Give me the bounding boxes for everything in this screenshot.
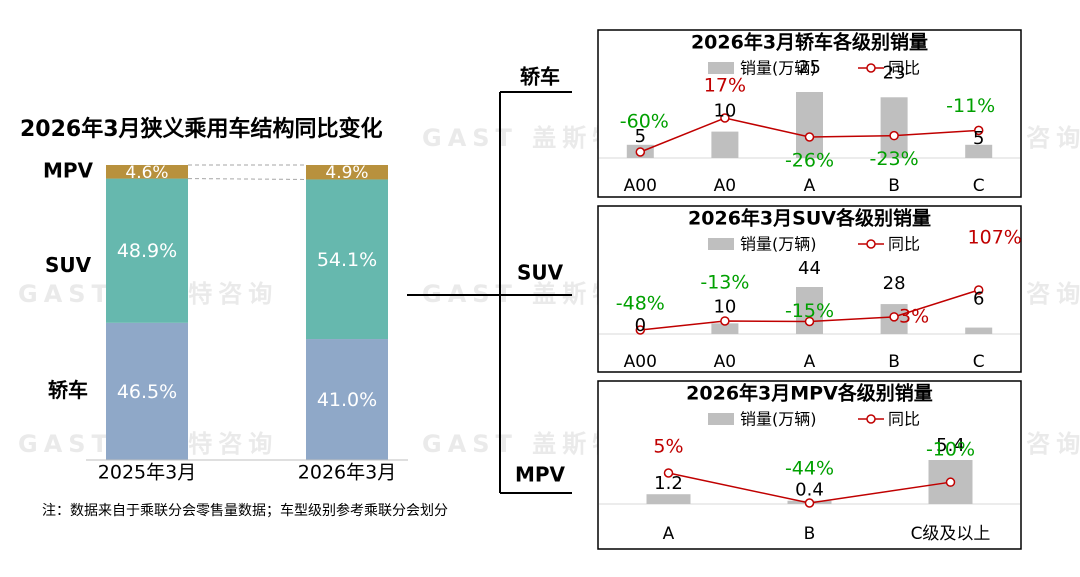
yoy-marker: [945, 477, 956, 487]
legend-line-label: 同比: [888, 59, 920, 78]
yoy-marker: [720, 316, 730, 326]
structure-axis-label: 2026年3月: [298, 462, 396, 484]
structure-series-label-sedan: 轿车: [48, 378, 88, 402]
structure-connector: [187, 178, 307, 180]
bracket-label-mpv: MPV: [515, 463, 566, 487]
segment-axis-label: A00: [624, 176, 657, 196]
legend-bar-swatch: [708, 62, 734, 74]
segment-value-label: 25: [798, 57, 821, 78]
structure-bar-suv: [106, 178, 188, 323]
yoy-label: -13%: [700, 271, 749, 293]
yoy-marker: [973, 125, 984, 136]
segment-value-label: 0: [635, 315, 646, 336]
structure-label-sedan: 46.5%: [117, 381, 177, 403]
yoy-label: -10%: [926, 439, 975, 461]
segment-bar: [965, 144, 993, 158]
segment-value-label: 6: [973, 289, 984, 310]
yoy-marker: [889, 130, 899, 141]
legend-line-label: 同比: [888, 410, 920, 429]
legend-bar-label: 销量(万辆): [740, 235, 817, 254]
yoy-marker: [635, 147, 646, 157]
structure-bar-mpv: [306, 165, 388, 180]
legend-bar-swatch: [708, 238, 734, 250]
segment-value-label: 44: [798, 258, 821, 279]
segment-chart-title: 2026年3月SUV各级别销量: [688, 207, 931, 230]
segment-axis-label: C: [973, 352, 985, 372]
footnote: 注：数据来自于乘联分会零售量数据；车型级别参考乘联分会划分: [42, 502, 448, 519]
yoy-label: -44%: [785, 458, 834, 480]
yoy-label: -15%: [785, 300, 834, 322]
segment-value-label: 10: [713, 296, 736, 317]
structure-label-mpv: 4.9%: [325, 163, 368, 183]
yoy-label: 5%: [653, 436, 683, 458]
structure-label-mpv: 4.6%: [125, 163, 168, 183]
legend-bar-swatch: [708, 413, 734, 425]
segment-value-label: 0.4: [795, 480, 824, 501]
structure-chart-title: 2026年3月狭义乘用车结构同比变化: [20, 116, 383, 142]
segment-axis-label: A: [804, 176, 816, 196]
yoy-marker: [720, 113, 730, 123]
structure-label-suv: 54.1%: [317, 249, 377, 271]
yoy-marker: [973, 285, 984, 295]
legend-bar-label: 销量(万辆): [740, 59, 817, 78]
yoy-marker: [804, 498, 815, 508]
segment-bar: [880, 97, 908, 158]
legend-bar-label: 销量(万辆): [740, 410, 817, 429]
segment-axis-label: C: [973, 176, 985, 196]
yoy-label: 107%: [968, 227, 1022, 249]
yoy-marker: [635, 325, 646, 335]
segment-bar: [711, 131, 739, 158]
structure-bar-mpv: [106, 165, 188, 179]
segment-axis-label: A0: [714, 352, 736, 372]
segment-bar: [965, 327, 993, 334]
segment-value-label: 10: [713, 101, 736, 122]
segment-chart-title: 2026年3月MPV各级别销量: [686, 382, 933, 405]
segment-chart-title: 2026年3月轿车各级别销量: [691, 31, 928, 54]
segment-axis-label: C级及以上: [911, 524, 991, 544]
segment-value-label: 28: [883, 273, 906, 294]
yoy-marker: [804, 316, 815, 327]
segment-axis-label: A: [663, 524, 675, 544]
yoy-label: -11%: [946, 95, 995, 117]
structure-bar-suv: [306, 179, 388, 340]
segment-axis-label: A00: [624, 352, 657, 372]
segment-bar: [711, 323, 739, 334]
yoy-label: 17%: [704, 75, 746, 97]
segment-value-label: 5.4: [936, 435, 965, 456]
segment-axis-label: B: [888, 352, 900, 372]
legend-line-marker: [866, 63, 876, 73]
bracket-label-sedan: 轿车: [520, 65, 560, 89]
segment-bar: [646, 494, 691, 504]
legend-line-label: 同比: [888, 235, 920, 254]
yoy-label: -23%: [870, 148, 919, 170]
structure-label-sedan: 41.0%: [317, 389, 377, 411]
segment-axis-label: A: [804, 352, 816, 372]
yoy-marker: [663, 468, 674, 478]
segment-bar: [796, 92, 823, 158]
segment-axis-label: B: [888, 176, 900, 196]
yoy-label: -26%: [785, 149, 834, 171]
structure-series-label-mpv: MPV: [43, 159, 94, 183]
legend-line-marker: [866, 239, 876, 249]
segment-axis-label: A0: [714, 176, 736, 196]
segment-axis-label: B: [804, 524, 816, 544]
yoy-label: -60%: [620, 111, 669, 133]
yoy-label: -48%: [616, 293, 665, 315]
legend-line-marker: [866, 414, 876, 424]
structure-bar-sedan: [306, 339, 388, 460]
structure-bar-sedan: [106, 322, 188, 460]
structure-label-suv: 48.9%: [117, 240, 177, 262]
segment-value-label: 5: [973, 128, 984, 149]
segment-value-label: 1.2: [654, 473, 683, 494]
yoy-marker: [889, 312, 899, 322]
segment-value-label: 23: [883, 62, 906, 83]
bracket-label-suv: SUV: [517, 261, 564, 285]
structure-axis-label: 2025年3月: [98, 462, 196, 484]
yoy-marker: [804, 132, 815, 142]
segment-value-label: 5: [635, 126, 646, 147]
structure-series-label-suv: SUV: [45, 253, 92, 277]
yoy-label: 3%: [899, 305, 929, 327]
